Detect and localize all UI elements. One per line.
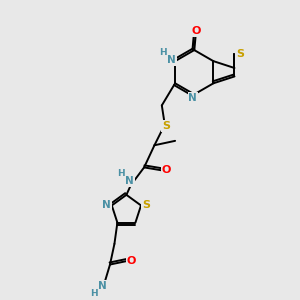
Text: O: O xyxy=(127,256,136,266)
Text: N: N xyxy=(188,93,197,103)
Text: S: S xyxy=(236,49,244,59)
Text: N: N xyxy=(167,55,176,65)
Text: H: H xyxy=(118,169,125,178)
Text: O: O xyxy=(191,26,200,37)
Text: S: S xyxy=(142,200,150,211)
Text: N: N xyxy=(125,176,134,186)
Text: H: H xyxy=(91,289,98,298)
Text: H: H xyxy=(159,48,166,57)
Text: N: N xyxy=(102,200,111,211)
Text: S: S xyxy=(162,121,170,131)
Text: O: O xyxy=(162,165,171,176)
Text: N: N xyxy=(98,281,107,291)
